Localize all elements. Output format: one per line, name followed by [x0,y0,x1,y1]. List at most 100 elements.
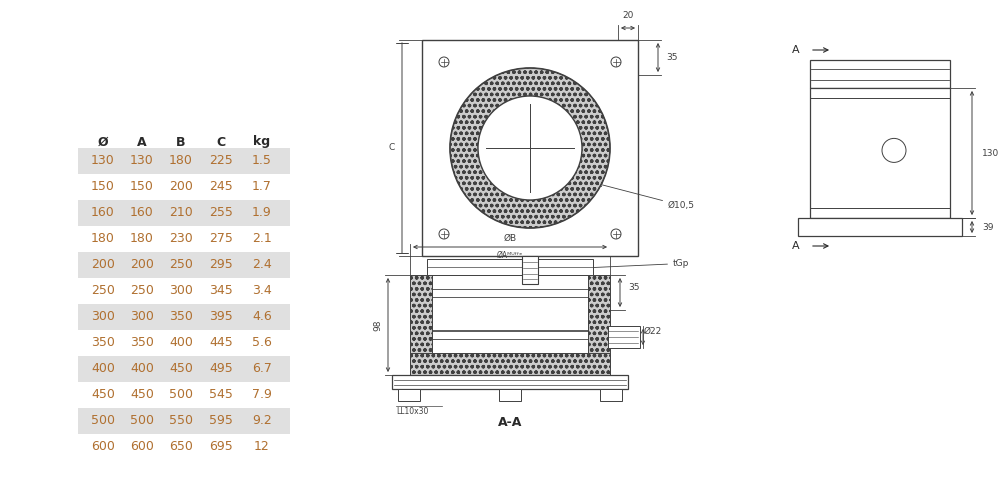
Text: 250: 250 [130,284,154,298]
Text: 5.6: 5.6 [252,336,272,349]
Text: 200: 200 [169,180,193,194]
Text: 98: 98 [374,320,382,331]
Bar [810,88,950,218]
Text: 495: 495 [209,362,233,376]
Circle shape [882,138,906,162]
Text: 450: 450 [169,362,193,376]
Text: ØAᴹᵁᶠᶠᵉ: ØAᴹᵁᶠᶠᵉ [497,250,523,260]
Bar [588,275,610,375]
Bar [422,40,638,256]
Text: 595: 595 [209,414,233,428]
Text: 12: 12 [254,440,270,454]
Text: 180: 180 [130,232,154,245]
Text: 20: 20 [622,11,634,20]
Text: 150: 150 [130,180,154,194]
Text: 180: 180 [169,154,193,168]
Text: 695: 695 [209,440,233,454]
Text: 400: 400 [130,362,154,376]
Text: 450: 450 [91,388,115,402]
Text: Ø10,5: Ø10,5 [599,183,695,210]
Bar [78,252,290,278]
Text: 130: 130 [130,154,154,168]
Text: 300: 300 [169,284,193,298]
Bar [600,389,622,401]
Text: LL10x30: LL10x30 [396,406,428,416]
Text: 395: 395 [209,310,233,324]
Text: 300: 300 [130,310,154,324]
Text: 255: 255 [209,206,233,220]
Text: 550: 550 [169,414,193,428]
Wedge shape [450,68,610,228]
Text: 350: 350 [169,310,193,324]
Bar [78,408,290,434]
Text: 545: 545 [209,388,233,402]
Text: 2.1: 2.1 [252,232,272,245]
Text: 600: 600 [91,440,115,454]
Text: 1.9: 1.9 [252,206,272,220]
Text: 35: 35 [666,52,678,62]
Text: 250: 250 [169,258,193,272]
Bar [608,326,640,348]
Text: 210: 210 [169,206,193,220]
Text: 2.4: 2.4 [252,258,272,272]
Text: 150: 150 [91,180,115,194]
Bar [798,218,962,236]
Text: 200: 200 [130,258,154,272]
Text: 500: 500 [91,414,115,428]
Text: 500: 500 [169,388,193,402]
Bar [810,60,950,88]
Bar [410,275,432,375]
Text: 350: 350 [91,336,115,349]
Circle shape [478,96,582,200]
Bar [410,353,610,375]
Text: 275: 275 [209,232,233,245]
Text: 350: 350 [130,336,154,349]
Bar [427,259,593,275]
Text: A: A [792,45,800,55]
Text: A: A [137,136,147,148]
Text: 160: 160 [91,206,115,220]
Text: C: C [389,144,395,152]
Text: 1.7: 1.7 [252,180,272,194]
Bar [78,200,290,226]
Text: 450: 450 [130,388,154,402]
Bar [432,275,588,353]
Text: 295: 295 [209,258,233,272]
Text: 7.9: 7.9 [252,388,272,402]
Text: A: A [792,241,800,251]
Text: 4.6: 4.6 [252,310,272,324]
Text: 3.4: 3.4 [252,284,272,298]
Text: 250: 250 [91,284,115,298]
Bar [499,389,521,401]
Text: 1.5: 1.5 [252,154,272,168]
Text: 39: 39 [982,222,994,232]
Text: 6.7: 6.7 [252,362,272,376]
Text: 225: 225 [209,154,233,168]
Text: 300: 300 [91,310,115,324]
Text: 400: 400 [91,362,115,376]
Text: 200: 200 [91,258,115,272]
Text: 600: 600 [130,440,154,454]
Text: kg: kg [253,136,271,148]
Text: B: B [176,136,186,148]
Text: 400: 400 [169,336,193,349]
Text: 180: 180 [91,232,115,245]
Text: ØB: ØB [503,234,517,242]
Text: 130: 130 [91,154,115,168]
Text: 35: 35 [628,282,640,292]
Bar [398,389,420,401]
Text: Ø22: Ø22 [644,326,662,336]
Text: 160: 160 [130,206,154,220]
Text: tGp: tGp [543,259,689,272]
Bar [78,356,290,382]
Text: 9.2: 9.2 [252,414,272,428]
Text: 130: 130 [982,148,999,158]
Text: 500: 500 [130,414,154,428]
Text: Ø: Ø [98,136,108,148]
Bar [78,148,290,174]
Text: 230: 230 [169,232,193,245]
Text: 345: 345 [209,284,233,298]
Bar [78,304,290,330]
Text: A-A: A-A [498,416,522,430]
Bar [392,375,628,389]
